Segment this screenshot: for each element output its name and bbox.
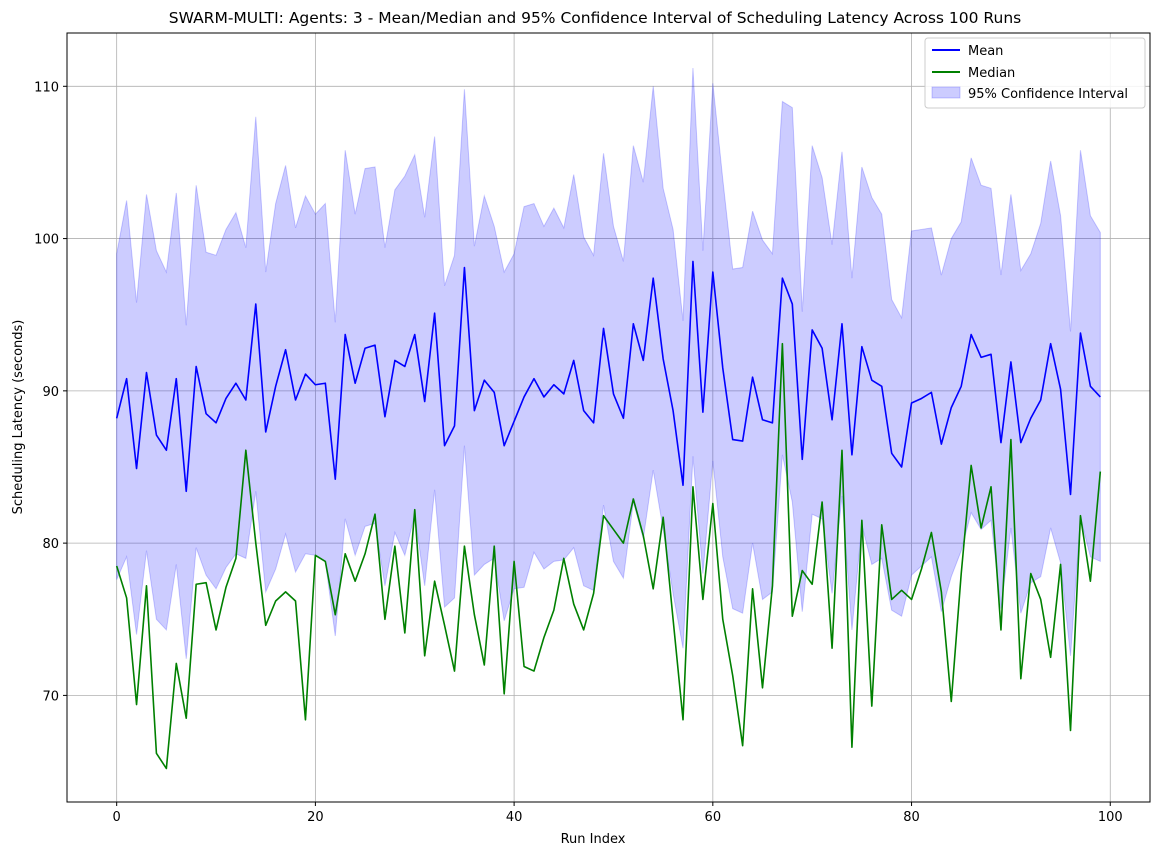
tick-layer: 0 20 40 60 80 100 70 80 90 100 110 (34, 80, 1122, 825)
y-axis-label: Scheduling Latency (seconds) (11, 320, 26, 515)
plot-area-frame (66, 32, 1151, 803)
x-tick-label: 100 (1098, 810, 1123, 825)
series-line-layer (115, 260, 1102, 770)
y-tick-label: 90 (42, 385, 59, 400)
series-line-mean (115, 260, 1101, 496)
y-tick-label: 100 (34, 233, 59, 248)
legend-box (924, 37, 1146, 109)
y-tick-label: 80 (42, 537, 59, 552)
legend: Mean Median 95% Confidence Interval (924, 37, 1146, 109)
x-tick-label: 60 (705, 810, 722, 825)
x-axis-label: Run Index (561, 832, 626, 847)
chart-title: SWARM-MULTI: Agents: 3 - Mean/Median and… (169, 9, 1021, 27)
x-tick-label: 20 (307, 810, 324, 825)
x-tick-label: 0 (113, 810, 121, 825)
legend-label-median: Median (968, 66, 1015, 81)
legend-label-confidence-interval: 95% Confidence Interval (968, 87, 1128, 102)
x-tick-label: 80 (903, 810, 920, 825)
y-tick-label: 110 (34, 80, 59, 95)
legend-swatch-confidence-interval (931, 86, 961, 99)
y-tick-label: 70 (42, 689, 59, 704)
legend-label-mean: Mean (968, 44, 1003, 59)
x-tick-label: 40 (506, 810, 523, 825)
series-line-median (115, 342, 1102, 770)
